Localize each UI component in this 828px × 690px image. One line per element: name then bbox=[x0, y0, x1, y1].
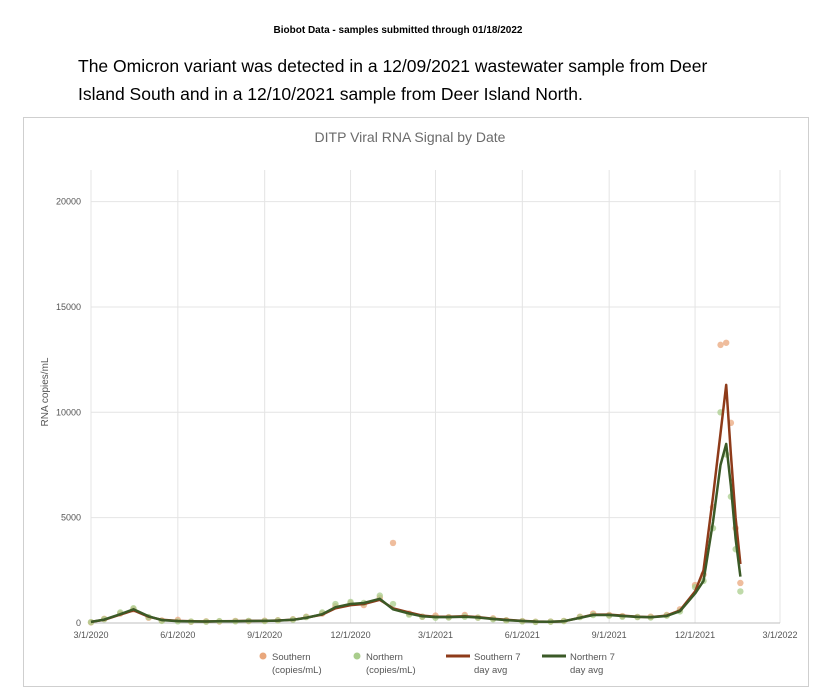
chart-title: DITP Viral RNA Signal by Date bbox=[315, 129, 506, 145]
avg-line bbox=[90, 442, 742, 624]
x-tick-label: 3/1/2021 bbox=[418, 630, 453, 640]
y-tick-label: 15000 bbox=[56, 302, 81, 312]
legend-marker bbox=[542, 654, 566, 658]
legend-label: Northern 7 day avg bbox=[570, 652, 615, 676]
y-tick-label: 20000 bbox=[56, 197, 81, 207]
x-tick-label: 9/1/2020 bbox=[247, 630, 282, 640]
legend-label: Northern (copies/mL) bbox=[366, 652, 416, 676]
x-tick-label: 6/1/2021 bbox=[505, 630, 540, 640]
legend-label: Southern 7 day avg bbox=[474, 652, 521, 676]
y-tick-label: 10000 bbox=[56, 407, 81, 417]
legend-item: Southern 7 day avg bbox=[446, 651, 528, 677]
data-point bbox=[737, 579, 744, 587]
data-point bbox=[723, 339, 730, 346]
y-axis-label: RNA copies/mL bbox=[40, 357, 51, 426]
x-tick-label: 3/1/2022 bbox=[762, 630, 797, 640]
legend-item: Northern 7 day avg bbox=[542, 651, 624, 677]
x-tick-label: 3/1/2020 bbox=[73, 630, 108, 640]
x-tick-label: 12/1/2020 bbox=[331, 630, 371, 640]
data-point bbox=[737, 588, 744, 595]
chart-frame bbox=[23, 117, 809, 687]
legend-marker bbox=[446, 654, 470, 658]
legend: Southern (copies/mL) Northern (copies/mL)… bbox=[258, 651, 624, 677]
data-point bbox=[389, 600, 397, 608]
y-tick-label: 5000 bbox=[61, 513, 81, 523]
x-tick-label: 12/1/2021 bbox=[675, 630, 715, 640]
header-note: Biobot Data - samples submitted through … bbox=[273, 25, 523, 36]
data-point bbox=[717, 341, 724, 349]
header-text: The Omicron variant was detected in a 12… bbox=[78, 56, 708, 104]
legend-swatch bbox=[353, 652, 361, 660]
x-tick-label: 9/1/2021 bbox=[592, 630, 627, 640]
data-point bbox=[376, 592, 384, 599]
legend-marker bbox=[353, 652, 361, 660]
legend-label: Southern (copies/mL) bbox=[272, 652, 322, 676]
x-tick-label: 6/1/2020 bbox=[160, 630, 195, 640]
avg-line bbox=[90, 383, 742, 624]
legend-swatch bbox=[259, 652, 267, 660]
legend-item: Southern (copies/mL) bbox=[258, 651, 338, 677]
y-tick-label: 0 bbox=[76, 618, 81, 628]
legend-marker bbox=[259, 652, 267, 660]
legend-item: Northern (copies/mL) bbox=[352, 651, 432, 677]
data-point bbox=[389, 539, 397, 547]
